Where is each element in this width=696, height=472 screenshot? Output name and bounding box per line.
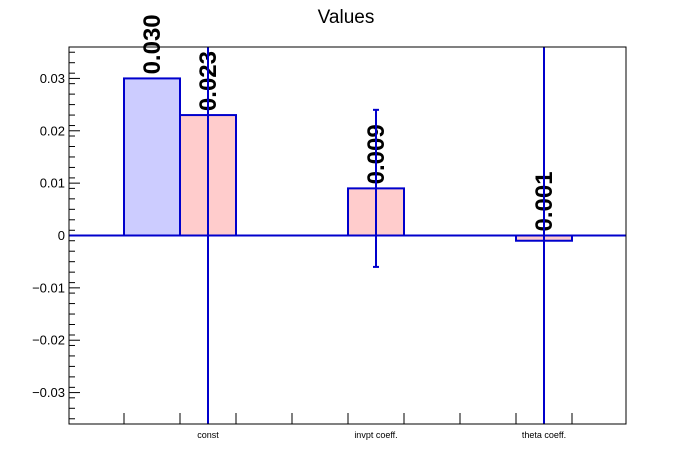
x-category-label: const	[197, 430, 219, 440]
y-tick-label: 0	[58, 228, 65, 243]
bar	[123, 77, 181, 237]
y-tick-label: −0.01	[32, 280, 65, 295]
y-tick-label: 0.03	[40, 71, 65, 86]
y-tick-label: −0.03	[32, 385, 65, 400]
y-tick-label: 0.02	[40, 123, 65, 138]
chart-title: Values	[318, 7, 375, 28]
y-tick-label: 0.01	[40, 176, 65, 191]
plot-area: 0.03 0.02 0.01 0 −0.01 −0.02 −0.03 const invpt c…	[32, 14, 626, 440]
plot-frame	[68, 46, 627, 425]
x-category-label: invpt coeff.	[354, 430, 397, 440]
bar-value-label: 0.030	[139, 14, 166, 74]
y-tick-label: −0.02	[32, 333, 65, 348]
x-category-label: theta coeff.	[522, 430, 566, 440]
